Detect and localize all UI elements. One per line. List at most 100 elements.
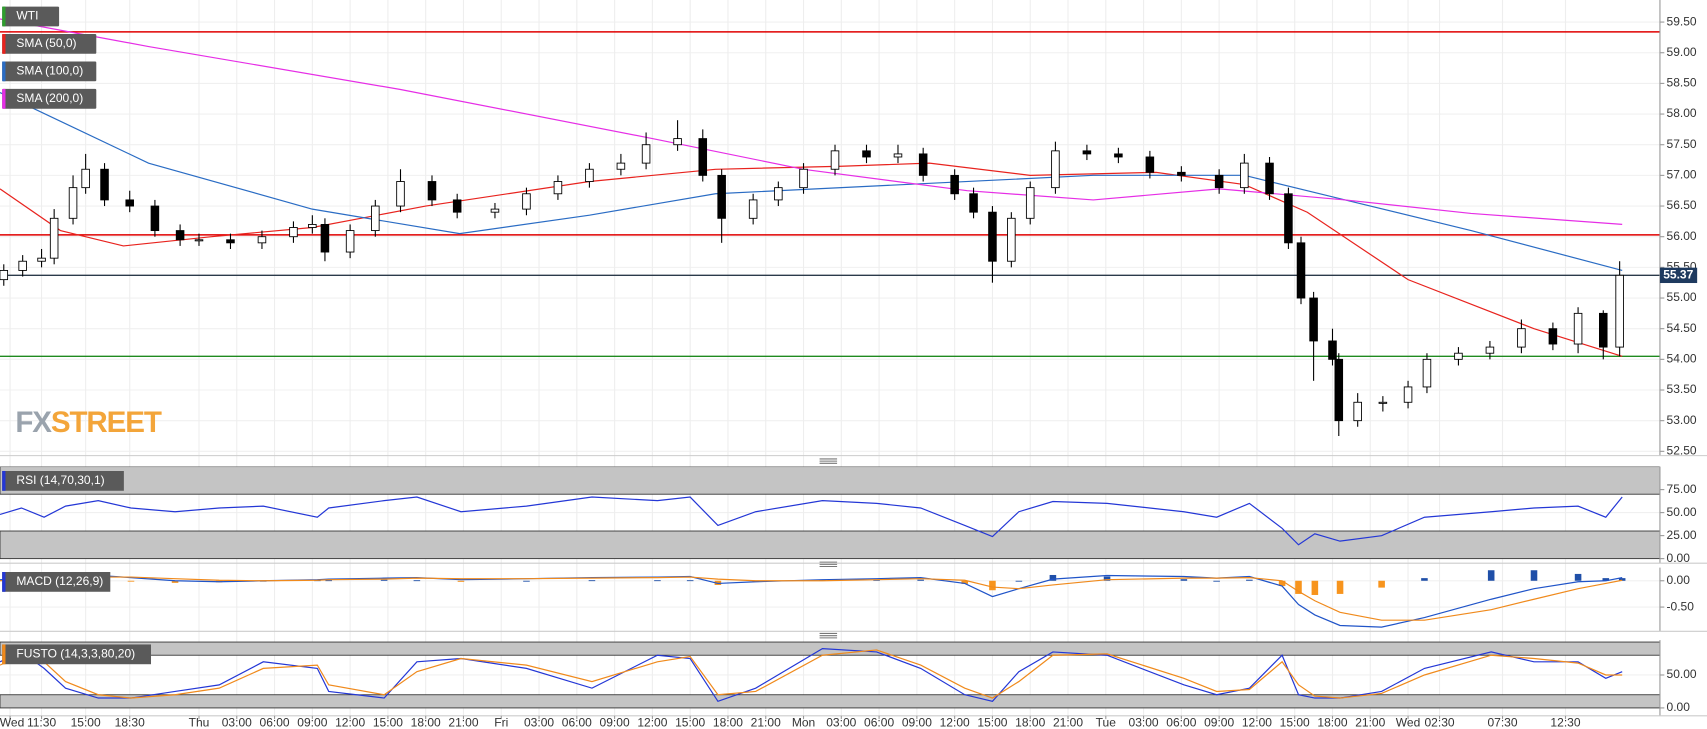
candle-body — [37, 257, 46, 262]
candle-body — [1403, 386, 1413, 403]
histogram-bar — [917, 579, 924, 581]
candle-body — [1328, 340, 1337, 360]
panel — [0, 466, 1660, 560]
x-tick-label: 03:00 — [1129, 716, 1159, 729]
panel-handles — [819, 458, 838, 639]
x-tick-label: 15:00 — [71, 716, 101, 729]
legend-swatch — [2, 34, 6, 54]
legend-box — [2, 88, 97, 109]
candle-body — [1485, 346, 1495, 354]
x-tick-label: 06:00 — [864, 716, 894, 729]
histogram-bar — [1246, 579, 1253, 581]
candle-body — [553, 181, 563, 195]
candle-body — [1334, 358, 1344, 422]
x-tick-label: 15:00 — [675, 716, 705, 729]
x-tick-label: Fri — [494, 716, 508, 729]
candle-body — [1177, 171, 1186, 176]
band — [0, 530, 1660, 560]
indicator-swatch — [2, 572, 6, 592]
x-tick-label: 15:00 — [373, 716, 403, 729]
y-tick-label: 50.00 — [1667, 505, 1697, 519]
histogram-bar — [1336, 580, 1344, 594]
indicator-title: FUSTO (14,3,3,80,20) — [16, 647, 135, 661]
histogram-bar — [1311, 580, 1319, 595]
candle-body — [1296, 242, 1306, 299]
sma-line — [0, 18, 1623, 226]
candle-body — [1114, 153, 1123, 158]
candle-body — [918, 153, 928, 176]
candle-body — [490, 208, 500, 213]
legend-label: SMA (100,0) — [16, 64, 83, 78]
x-tick-label: Mon — [792, 716, 815, 729]
candle-body — [1240, 162, 1249, 189]
candle-body — [100, 168, 109, 201]
candle-body — [862, 150, 871, 158]
histogram-bar — [1378, 580, 1385, 588]
indicator-line — [0, 576, 1623, 621]
logo: FXSTREET — [15, 406, 161, 439]
candle-body — [641, 144, 651, 164]
indicator-title: MACD (12,26,9) — [16, 574, 103, 588]
histogram-bar — [1015, 580, 1023, 582]
x-tick-label: 12:00 — [335, 716, 365, 729]
x-tick-label: 06:00 — [562, 716, 592, 729]
x-tick-label: 18:30 — [115, 716, 145, 729]
histogram-bar — [1530, 570, 1538, 581]
x-tick-label: 12:30 — [1550, 716, 1580, 729]
logo-fx: FX — [15, 406, 52, 439]
x-tick-label: Tue — [1096, 716, 1117, 729]
candle-body — [988, 211, 997, 262]
panel — [0, 570, 1626, 628]
x-tick-label: 03:00 — [222, 716, 252, 729]
x-tick-label: 12:00 — [637, 716, 667, 729]
x-tick-label: 12:00 — [1242, 716, 1272, 729]
indicator-title-box — [2, 572, 111, 592]
histogram-bar — [961, 580, 969, 584]
candle-body — [1378, 401, 1388, 404]
panel-body — [0, 466, 1660, 560]
candle-body — [1573, 312, 1583, 345]
indicator-title-box — [2, 470, 124, 491]
candle-body — [748, 199, 758, 219]
legend-label: WTI — [16, 9, 38, 23]
candle-body — [969, 193, 978, 213]
y-tick-label: 75.00 — [1667, 482, 1697, 496]
panel — [0, 641, 1660, 709]
candle-body — [799, 168, 808, 189]
candle-body — [396, 181, 405, 207]
candle-body — [125, 199, 134, 207]
candle-body — [616, 162, 626, 170]
x-tick-label: Wed — [0, 716, 24, 729]
candle-body — [522, 193, 531, 210]
y-tick-label: 50.00 — [1667, 667, 1697, 681]
candle-body — [1284, 193, 1293, 244]
x-tick-label: 21:00 — [1355, 716, 1385, 729]
y-tick-label: 25.00 — [1667, 528, 1697, 542]
legend-swatch — [2, 88, 6, 109]
band — [0, 694, 1660, 709]
candle-body — [585, 168, 594, 182]
y-tick-label: 52.50 — [1667, 444, 1697, 458]
x-tick-label: 21:00 — [751, 716, 781, 729]
candle-body — [717, 174, 726, 219]
histogram-bar — [1602, 578, 1610, 581]
x-tick-label: Thu — [189, 716, 210, 729]
candle-body — [1007, 217, 1016, 262]
histogram-bar — [1618, 578, 1626, 581]
legend-box — [2, 6, 60, 27]
y-tick-label: -0.50 — [1667, 599, 1695, 613]
y-tick-label: 57.00 — [1667, 168, 1697, 182]
histogram-bar — [171, 580, 179, 583]
candle-body — [68, 187, 78, 219]
candle-body — [289, 227, 298, 238]
x-tick-label: 09:00 — [1204, 716, 1234, 729]
candle-body — [49, 217, 59, 259]
legend-swatch — [2, 61, 6, 82]
histogram-bar — [457, 580, 465, 582]
y-tick-label: 57.50 — [1667, 137, 1697, 151]
histogram-bar — [1049, 574, 1057, 581]
x-tick-label: 21:00 — [448, 716, 478, 729]
histogram-bar — [1574, 573, 1582, 581]
